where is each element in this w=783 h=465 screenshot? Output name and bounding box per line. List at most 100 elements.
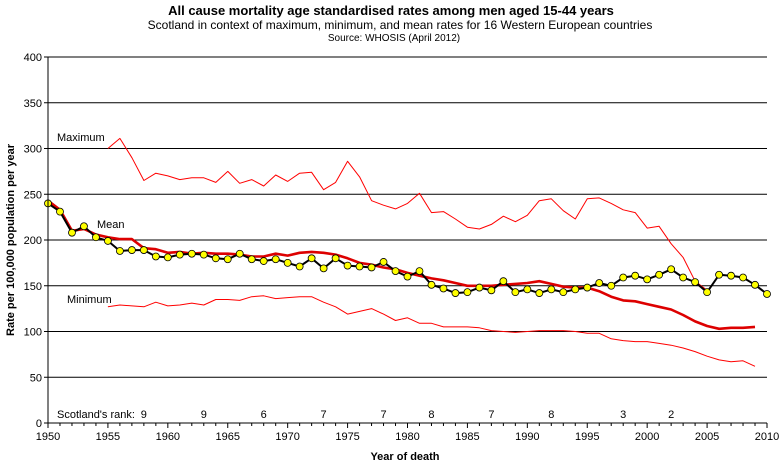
y-axis-title: Rate per 100,000 population per year xyxy=(5,143,17,336)
scotland-marker-1979 xyxy=(391,267,400,276)
scotland-marker-1994 xyxy=(571,285,580,294)
x-axis-title: Year of death xyxy=(370,451,439,463)
chart-subtitle: Scotland in context of maximum, minimum,… xyxy=(148,18,653,32)
scotland-marker-1972 xyxy=(307,254,316,263)
series-line-mean xyxy=(47,199,756,331)
scotland-marker-1974 xyxy=(331,254,340,263)
scotland-marker-1992 xyxy=(547,285,556,294)
scotland-marker-1985 xyxy=(463,288,472,297)
scotland-marker-1993 xyxy=(559,288,568,297)
scotland-marker-1998 xyxy=(619,273,628,282)
scotland-marker-1966 xyxy=(235,249,244,258)
scotland-marker-1976 xyxy=(355,262,364,271)
scotland-marker-1952 xyxy=(68,228,76,237)
y-tick-label-100: 100 xyxy=(24,327,42,339)
scotland-marker-1982 xyxy=(427,280,436,289)
scotland-marker-1953 xyxy=(80,222,88,231)
mean-label: Mean xyxy=(97,219,125,231)
x-axis-ticks: 1950 1955 1960 1965 1970 1975 1980 1985 1990 1995… xyxy=(36,423,779,443)
scotland-marker-2008 xyxy=(739,273,747,282)
scotland-marker-1957 xyxy=(127,246,136,254)
y-tick-label-0: 0 xyxy=(36,418,42,430)
scotland-marker-2003 xyxy=(679,273,688,282)
scotland-marker-2005 xyxy=(703,288,711,297)
scotland-marker-1961 xyxy=(175,250,184,259)
scotland-marker-1999 xyxy=(631,271,640,280)
scotland-marker-1963 xyxy=(199,250,208,259)
rank-1992: 8 xyxy=(548,409,554,421)
scotland-marker-1960 xyxy=(163,253,172,262)
y-tick-label-350: 350 xyxy=(24,98,42,110)
x-tick-label-1980: 1980 xyxy=(395,431,419,443)
y-tick-label-400: 400 xyxy=(24,52,42,64)
scotland-marker-1995 xyxy=(583,283,592,292)
x-tick-label-2010: 2010 xyxy=(755,431,779,443)
x-tick-label-1995: 1995 xyxy=(575,431,599,443)
series-line-maximum xyxy=(107,137,708,291)
scotland-marker-2001 xyxy=(655,270,664,279)
y-axis-ticks: 0 50 100 150 200 250 300 350 400 xyxy=(24,52,48,430)
chart-source: Source: WHOSIS (April 2012) xyxy=(328,33,460,44)
chart-title: All cause mortality age standardised rat… xyxy=(168,3,614,18)
rank-1987: 7 xyxy=(488,409,494,421)
x-tick-label-2005: 2005 xyxy=(695,431,719,443)
scotland-marker-1977 xyxy=(367,263,376,272)
scotland-marker-1975 xyxy=(343,261,352,270)
scotland-marker-1970 xyxy=(283,258,292,267)
x-tick-label-1950: 1950 xyxy=(36,431,60,443)
series-lines xyxy=(47,137,768,367)
scotland-marker-1965 xyxy=(223,255,232,264)
scotland-marker-1962 xyxy=(187,249,196,258)
scotland-marker-1955 xyxy=(104,237,112,245)
scotland-marker-1978 xyxy=(379,258,388,266)
scotland-marker-1969 xyxy=(271,255,280,264)
scotland-ranks: 9 9 6 7 7 8 7 8 3 2 xyxy=(141,409,674,421)
scotland-marker-1983 xyxy=(439,284,448,293)
scotland-marker-2010 xyxy=(763,290,771,298)
scotland-marker-1964 xyxy=(211,254,220,263)
scotland-marker-1951 xyxy=(56,207,64,216)
rank-1973: 7 xyxy=(321,409,327,421)
x-tick-label-1990: 1990 xyxy=(515,431,539,443)
scotland-marker-2009 xyxy=(751,280,759,289)
scotland-marker-1996 xyxy=(595,279,604,287)
scotland-marker-1971 xyxy=(295,262,304,271)
rank-label: Scotland's rank: xyxy=(57,409,135,421)
scotland-marker-2006 xyxy=(715,270,723,279)
y-tick-label-250: 250 xyxy=(24,189,42,201)
x-tick-label-1975: 1975 xyxy=(335,431,359,443)
scotland-marker-1981 xyxy=(415,267,424,276)
scotland-marker-1986 xyxy=(475,283,484,292)
scotland-marker-2000 xyxy=(643,275,652,284)
scotland-marker-1958 xyxy=(139,246,148,254)
minimum-label: Minimum xyxy=(67,294,112,306)
scotland-marker-1989 xyxy=(511,288,520,297)
scotland-marker-1987 xyxy=(487,286,496,295)
scotland-markers xyxy=(44,199,771,298)
scotland-marker-1984 xyxy=(451,289,460,297)
y-tick-label-50: 50 xyxy=(30,372,42,384)
x-tick-label-1965: 1965 xyxy=(216,431,240,443)
y-tick-label-200: 200 xyxy=(24,235,42,247)
maximum-label: Maximum xyxy=(57,132,105,144)
scotland-marker-1956 xyxy=(116,247,124,255)
series-line-minimum xyxy=(107,295,756,367)
scotland-marker-1968 xyxy=(259,257,268,265)
scotland-marker-2002 xyxy=(667,265,676,274)
scotland-marker-1980 xyxy=(403,272,412,281)
rank-1978: 7 xyxy=(380,409,386,421)
rank-1982: 8 xyxy=(428,409,434,421)
rank-1968: 6 xyxy=(261,409,267,421)
scotland-marker-1997 xyxy=(607,281,616,290)
rank-2002: 2 xyxy=(668,409,674,421)
x-tick-label-1960: 1960 xyxy=(156,431,180,443)
y-tick-label-150: 150 xyxy=(24,281,42,293)
x-tick-label-1970: 1970 xyxy=(275,431,299,443)
scotland-marker-2007 xyxy=(727,271,735,280)
scotland-marker-1954 xyxy=(92,233,100,242)
y-tick-label-300: 300 xyxy=(24,144,42,156)
x-tick-label-1985: 1985 xyxy=(455,431,479,443)
gridlines xyxy=(48,56,767,378)
scotland-marker-1967 xyxy=(247,255,256,264)
